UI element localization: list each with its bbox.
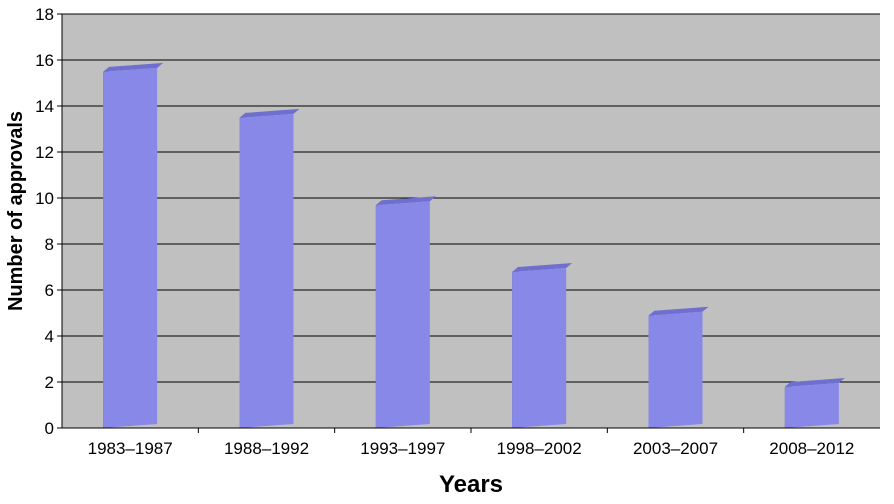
x-tick-label: 1988–1992 (224, 439, 309, 458)
bar-top-face (239, 108, 300, 118)
bar-top-face (648, 306, 709, 316)
bar-front-face (239, 113, 294, 429)
x-tick-label: 1993–1997 (360, 439, 445, 458)
bar (239, 108, 300, 429)
x-axis-ticks: 1983–1987 1988–1992 1993–1997 1998–2002 2003… (88, 428, 854, 458)
y-tick-label: 0 (45, 419, 54, 438)
y-tick-label: 16 (35, 51, 54, 70)
bar (784, 378, 845, 428)
bar (648, 306, 709, 428)
y-tick-label: 10 (35, 189, 54, 208)
bar-front-face (784, 383, 839, 428)
y-tick-label: 8 (45, 235, 54, 254)
y-tick-label: 12 (35, 143, 54, 162)
y-tick-label: 2 (45, 373, 54, 392)
bar-top-face (784, 378, 845, 387)
bar-front-face (103, 67, 158, 429)
x-tick-label: 1983–1987 (88, 439, 173, 458)
x-tick-label: 2008–2012 (769, 439, 854, 458)
x-tick-label: 1998–2002 (497, 439, 582, 458)
y-tick-label: 14 (35, 97, 54, 116)
bar (103, 62, 164, 429)
bar (512, 263, 573, 428)
bar-front-face (512, 268, 567, 428)
bar-front-face (375, 201, 430, 428)
bar (375, 196, 436, 428)
y-tick-label: 4 (45, 327, 54, 346)
x-axis-title: Years (439, 471, 503, 498)
y-tick-label: 6 (45, 281, 54, 300)
y-axis-title: Number of approvals (5, 111, 27, 311)
y-tick-label: 18 (35, 5, 54, 24)
x-tick-label: 2003–2007 (633, 439, 718, 458)
bars (103, 62, 845, 429)
bar-front-face (648, 311, 703, 428)
bar-top-face (103, 62, 164, 72)
gridlines (62, 13, 880, 383)
plot-area (62, 14, 880, 428)
bar-top-face (375, 196, 436, 206)
y-axis-ticks: 0 2 4 6 8 10 12 14 16 18 (35, 5, 62, 438)
bar-top-face (512, 263, 573, 272)
